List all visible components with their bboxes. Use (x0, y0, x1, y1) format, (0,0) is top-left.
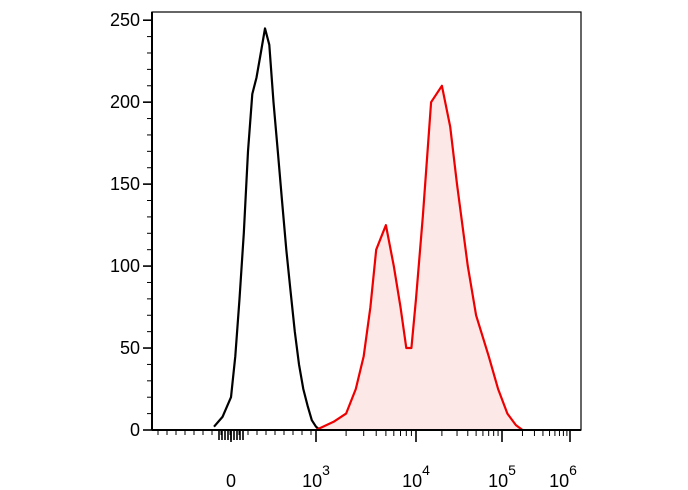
x-tick-label: 105 (488, 462, 516, 490)
y-tick-label: 150 (110, 174, 140, 194)
x-tick-label: 0 (226, 471, 236, 490)
x-tick-label: 106 (549, 462, 577, 490)
series-2-fill (316, 85, 523, 431)
series-layer (213, 27, 524, 431)
series-1-line (213, 27, 321, 431)
plot-area: 0 50 100 150 200 250 0 103 104 105 106 (110, 10, 582, 490)
series-2-line (315, 84, 524, 431)
y-axis: 0 50 100 150 200 250 (110, 10, 153, 440)
y-tick-label: 250 (110, 10, 140, 30)
x-axis: 0 103 104 105 106 (152, 429, 581, 490)
y-tick-label: 100 (110, 256, 140, 276)
x-tick-label: 104 (402, 462, 430, 490)
x-tick-label: 103 (302, 462, 330, 490)
y-tick-label: 0 (130, 420, 140, 440)
y-tick-label: 50 (120, 338, 140, 358)
y-tick-label: 200 (110, 92, 140, 112)
